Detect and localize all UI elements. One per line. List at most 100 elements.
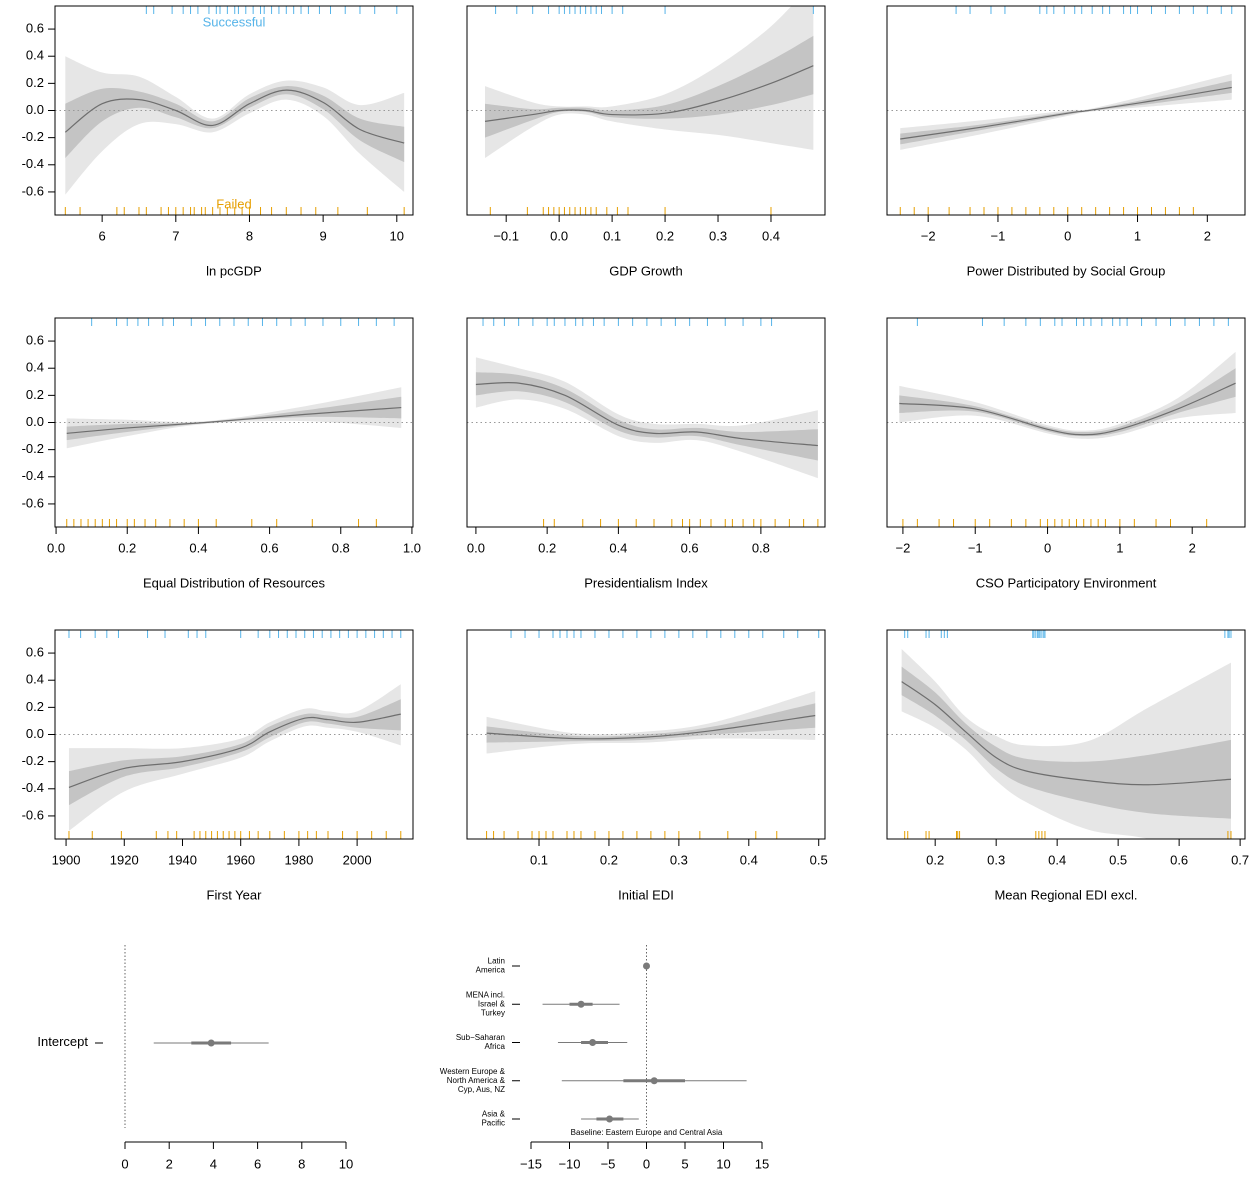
panel [887, 351, 1245, 439]
inner-band [899, 368, 1236, 437]
x-tick-label: 0.6 [261, 540, 279, 555]
y-tick-label: 0.4 [26, 48, 44, 63]
x-tick-label: 1940 [168, 852, 197, 867]
x-tick-label: 5 [681, 1156, 688, 1171]
x-axis-label: Presidentialism Index [584, 575, 708, 590]
x-axis-label: GDP Growth [609, 263, 682, 278]
fit-line [899, 382, 1236, 436]
x-tick-label: 0.1 [603, 228, 621, 243]
x-axis-label: Equal Distribution of Resources [143, 575, 326, 590]
fit-line [64, 89, 405, 144]
x-tick-label: −15 [520, 1156, 542, 1171]
x-tick-label: 0.8 [752, 540, 770, 555]
y-tick-label: -0.2 [22, 753, 44, 768]
estimate-point [577, 1000, 585, 1008]
x-tick-label: 0.0 [47, 540, 65, 555]
x-axis-label: ln pcGDP [206, 263, 262, 278]
x-tick-label: 0 [1044, 540, 1051, 555]
fit-line [486, 714, 816, 740]
x-tick-label: 0.3 [709, 228, 727, 243]
x-tick-label: 0.0 [467, 540, 485, 555]
outer-band [899, 351, 1236, 439]
y-tick-label: 0.0 [26, 414, 44, 429]
category-label: Sub−Saharan Africa [456, 1033, 506, 1051]
panel [55, 56, 413, 195]
x-tick-label: 0.2 [600, 852, 618, 867]
x-tick-label: 0.8 [332, 540, 350, 555]
x-tick-label: 1.0 [403, 540, 421, 555]
x-tick-label: 10 [339, 1156, 353, 1171]
outer-band [65, 56, 405, 195]
plot-box [886, 629, 1246, 840]
x-tick-label: −1 [991, 228, 1006, 243]
x-tick-label: 1960 [226, 852, 255, 867]
x-tick-label: 1920 [110, 852, 139, 867]
y-tick-label: -0.2 [22, 441, 44, 456]
x-tick-label: 1900 [52, 852, 81, 867]
y-tick-label: 0.0 [26, 102, 44, 117]
y-tick-label: 0.2 [26, 699, 44, 714]
panel [467, 357, 825, 479]
x-tick-label: 0.0 [550, 228, 568, 243]
estimate-point [589, 1039, 597, 1046]
x-tick-label: 0.2 [538, 540, 556, 555]
x-tick-label: 0.6 [681, 540, 699, 555]
x-tick-label: 9 [320, 228, 327, 243]
inner-band [901, 666, 1231, 819]
x-tick-label: 0.4 [762, 228, 780, 243]
fit-line [475, 381, 818, 447]
x-tick-label: 2 [166, 1156, 173, 1171]
y-tick-label: -0.4 [22, 780, 44, 795]
x-tick-label: 10 [390, 228, 404, 243]
x-tick-label: 0 [643, 1156, 650, 1171]
inner-band [68, 699, 401, 806]
x-tick-label: 1 [1134, 228, 1141, 243]
x-tick-label: 1980 [284, 852, 313, 867]
inner-band [485, 35, 814, 138]
x-tick-label: 0.3 [670, 852, 688, 867]
plot-box [466, 5, 826, 216]
inner-band [65, 86, 405, 163]
rug-label: Failed [216, 196, 251, 211]
outer-band [485, 6, 814, 158]
y-tick-label: 0.2 [26, 387, 44, 402]
category-label: Intercept [37, 1034, 88, 1049]
x-tick-label: 0.2 [926, 852, 944, 867]
plot-box [886, 5, 1246, 216]
x-tick-label: 10 [716, 1156, 730, 1171]
y-tick-label: -0.4 [22, 468, 44, 483]
x-tick-label: 0.5 [810, 852, 828, 867]
x-tick-label: 2 [1189, 540, 1196, 555]
x-tick-label: 0 [1064, 228, 1071, 243]
x-tick-label: 0 [121, 1156, 128, 1171]
x-tick-label: 0.2 [656, 228, 674, 243]
y-tick-label: 0.2 [26, 75, 44, 90]
x-tick-label: 4 [210, 1156, 217, 1171]
y-tick-label: -0.2 [22, 129, 44, 144]
estimate-point [207, 1039, 215, 1047]
y-tick-label: 0.6 [26, 21, 44, 36]
x-tick-label: 15 [755, 1156, 769, 1171]
panel [887, 73, 1245, 150]
x-tick-label: 0.1 [530, 852, 548, 867]
outer-band [900, 73, 1232, 150]
panel [55, 684, 413, 831]
x-tick-label: 0.2 [118, 540, 136, 555]
x-tick-label: 2 [1204, 228, 1211, 243]
fit-line [901, 681, 1232, 786]
inner-band [900, 80, 1232, 145]
x-tick-label: 6 [254, 1156, 261, 1171]
x-tick-label: −2 [895, 540, 910, 555]
fit-line [66, 406, 402, 434]
y-tick-label: -0.4 [22, 156, 44, 171]
x-tick-label: −2 [921, 228, 936, 243]
y-tick-label: 0.6 [26, 645, 44, 660]
y-tick-label: -0.6 [22, 807, 44, 822]
x-tick-label: −0.1 [493, 228, 519, 243]
x-tick-label: 0.7 [1231, 852, 1249, 867]
x-tick-label: 0.4 [740, 852, 758, 867]
fit-line [68, 713, 401, 788]
y-tick-label: 0.6 [26, 333, 44, 348]
note: Baseline: Eastern Europe and Central Asi… [571, 1128, 723, 1137]
